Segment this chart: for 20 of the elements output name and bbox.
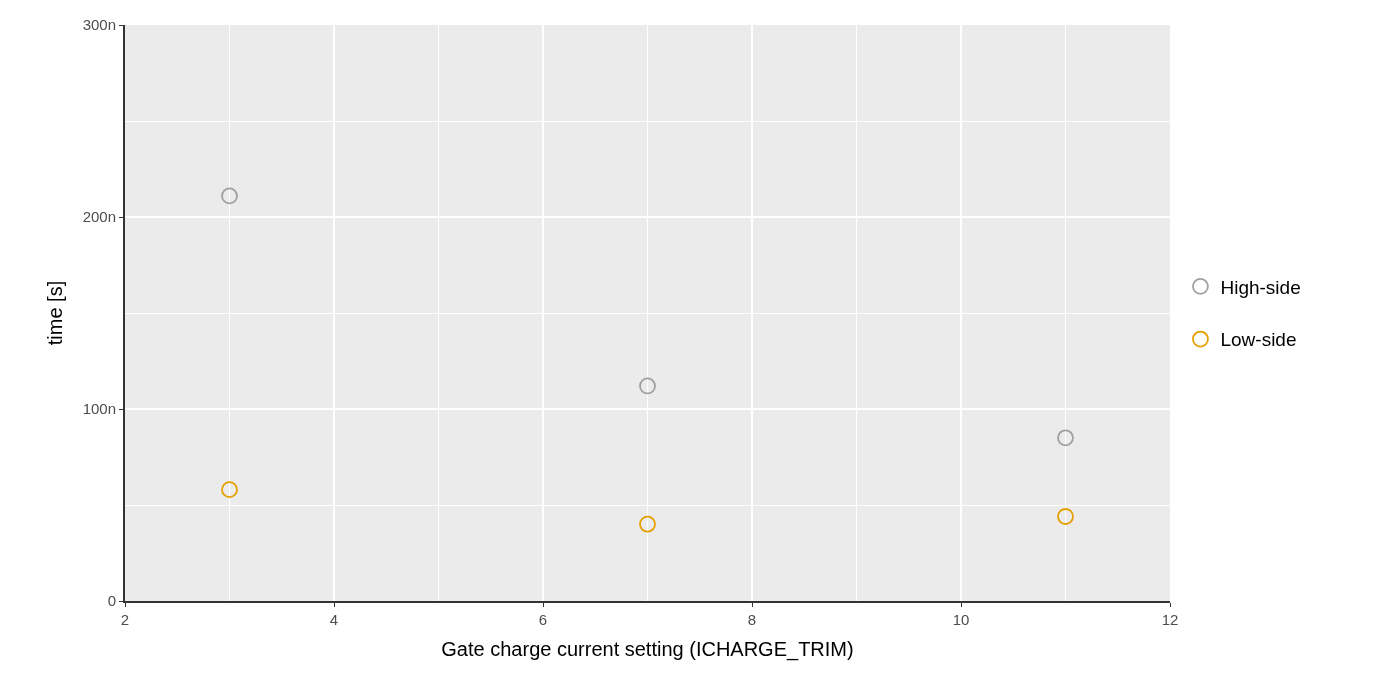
y-tick-label: 100n	[82, 400, 116, 418]
y-tick-label: 0	[107, 592, 116, 610]
point	[1057, 429, 1074, 447]
legend-label: High-side	[1220, 276, 1301, 298]
point	[639, 515, 656, 533]
x-tick-label: 10	[952, 611, 970, 628]
x-tick-label: 4	[329, 611, 339, 628]
x-tick-label: 8	[747, 611, 757, 628]
y-tick-label: 200n	[82, 208, 116, 226]
point	[221, 187, 238, 205]
x-tick-label: 12	[1161, 611, 1179, 628]
y-tick-label: 300n	[82, 16, 116, 34]
point	[639, 377, 656, 395]
legend-label: Low-side	[1220, 329, 1297, 351]
x-tick-label: 2	[120, 611, 130, 628]
y-axis-title: time [s]	[43, 280, 66, 346]
point	[221, 481, 238, 499]
x-tick-label: 6	[538, 611, 548, 628]
x-axis-title: Gate charge current setting (ICHARGE_TRIM)	[441, 638, 854, 661]
point	[1057, 508, 1074, 525]
